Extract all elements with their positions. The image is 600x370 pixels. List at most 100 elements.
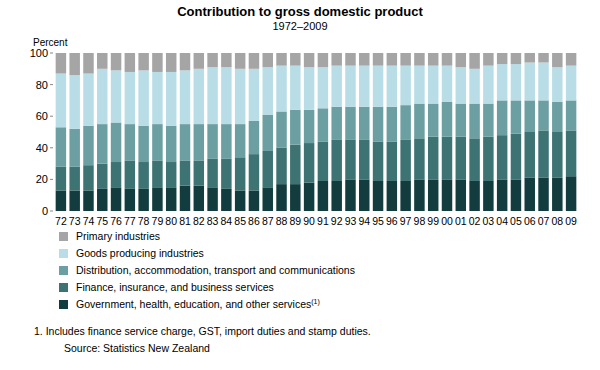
x-tick-label: 93 bbox=[345, 215, 357, 227]
x-tick-label: 98 bbox=[414, 215, 426, 227]
bar-segment bbox=[235, 124, 245, 157]
legend-swatch bbox=[59, 232, 68, 241]
bar-segment bbox=[276, 111, 286, 147]
bar-segment bbox=[207, 187, 217, 211]
legend-label: Goods producing industries bbox=[76, 247, 204, 259]
x-tick-label: 80 bbox=[165, 215, 177, 227]
bar-segment bbox=[166, 53, 176, 72]
bar-segment bbox=[442, 179, 452, 211]
bar-segment bbox=[235, 53, 245, 69]
chart: Contribution to gross domestic product19… bbox=[0, 0, 600, 370]
bar-segment bbox=[97, 69, 107, 124]
bar-segment bbox=[152, 72, 162, 124]
bar-segment bbox=[207, 124, 217, 159]
x-tick-label: 92 bbox=[331, 215, 343, 227]
bars bbox=[56, 53, 577, 211]
x-tick-label: 85 bbox=[234, 215, 246, 227]
bar-segment bbox=[194, 69, 204, 124]
footnote: 1. Includes finance service charge, GST,… bbox=[34, 325, 371, 337]
x-tick-label: 99 bbox=[427, 215, 439, 227]
legend-swatch bbox=[59, 300, 68, 309]
bar-segment bbox=[400, 66, 410, 106]
bar-segment bbox=[318, 181, 328, 211]
bar-segment bbox=[180, 53, 190, 70]
y-tick bbox=[50, 53, 53, 54]
x-tick-label: 05 bbox=[510, 215, 522, 227]
bar-segment bbox=[469, 104, 479, 139]
bar-segment bbox=[180, 124, 190, 160]
bar-segment bbox=[69, 190, 79, 211]
bar-segment bbox=[111, 123, 121, 162]
x-tick-label: 74 bbox=[83, 215, 95, 227]
bar-segment bbox=[83, 126, 93, 165]
bar-segment bbox=[235, 190, 245, 211]
bar-segment bbox=[318, 67, 328, 108]
bar-segment bbox=[138, 189, 148, 211]
bar-segment bbox=[262, 115, 272, 151]
bar-segment bbox=[97, 124, 107, 164]
bar-segment bbox=[345, 107, 355, 140]
legend-swatch bbox=[59, 249, 68, 258]
bar-segment bbox=[387, 53, 397, 66]
bar-segment bbox=[373, 53, 383, 66]
bar-segment bbox=[262, 53, 272, 67]
y-tick-label: 60 bbox=[36, 110, 48, 122]
bar-segment bbox=[497, 100, 507, 135]
x-tick-label: 88 bbox=[276, 215, 288, 227]
bar-segment bbox=[428, 137, 438, 180]
legend-swatch bbox=[59, 266, 68, 275]
bar-segment bbox=[552, 178, 562, 211]
x-tick-label: 84 bbox=[221, 215, 233, 227]
bar-segment bbox=[69, 129, 79, 167]
bar-segment bbox=[524, 178, 534, 211]
bar-segment bbox=[276, 184, 286, 211]
bar-segment bbox=[387, 66, 397, 107]
y-tick-label: 0 bbox=[42, 205, 48, 217]
x-tick-label: 91 bbox=[317, 215, 329, 227]
bar-segment bbox=[511, 64, 521, 100]
bar-segment bbox=[566, 66, 576, 101]
bar-segment bbox=[111, 187, 121, 211]
x-tick-label: 94 bbox=[358, 215, 370, 227]
bar-segment bbox=[249, 121, 259, 154]
bar-segment bbox=[538, 53, 548, 62]
y-tick bbox=[50, 147, 53, 148]
x-tick-label: 01 bbox=[455, 215, 467, 227]
bar-segment bbox=[483, 53, 493, 66]
bar-segment bbox=[276, 66, 286, 112]
bar-segment bbox=[318, 141, 328, 181]
bar-segment bbox=[125, 189, 135, 211]
legend-swatch bbox=[59, 283, 68, 292]
bar-segment bbox=[194, 160, 204, 185]
bar-segment bbox=[166, 162, 176, 187]
bar-segment bbox=[152, 187, 162, 211]
y-tick-label: 40 bbox=[36, 142, 48, 154]
y-tick-label: 100 bbox=[30, 47, 48, 59]
bar-segment bbox=[69, 53, 79, 75]
bar-segment bbox=[138, 53, 148, 70]
x-tick-label: 87 bbox=[262, 215, 274, 227]
bar-segment bbox=[221, 159, 231, 189]
bar-segment bbox=[56, 167, 66, 191]
bar-segment bbox=[221, 189, 231, 211]
bar-segment bbox=[249, 69, 259, 121]
bar-segment bbox=[83, 53, 93, 74]
bar-segment bbox=[262, 187, 272, 211]
bar-segment bbox=[83, 165, 93, 190]
x-tick-label: 90 bbox=[303, 215, 315, 227]
bar-segment bbox=[138, 162, 148, 189]
x-tick-label: 79 bbox=[152, 215, 164, 227]
x-tick-label: 83 bbox=[207, 215, 219, 227]
legend-label: Finance, insurance, and business service… bbox=[76, 281, 274, 293]
bar-segment bbox=[166, 72, 176, 126]
bar-segment bbox=[125, 160, 135, 188]
bar-segment bbox=[304, 110, 314, 143]
bar-segment bbox=[400, 53, 410, 66]
x-tick-label: 09 bbox=[565, 215, 577, 227]
bar-segment bbox=[290, 53, 300, 66]
bar-segment bbox=[428, 66, 438, 104]
bar-segment bbox=[138, 126, 148, 162]
bar-segment bbox=[456, 104, 466, 137]
y-tick-label: 80 bbox=[36, 79, 48, 91]
bar-segment bbox=[414, 66, 424, 104]
